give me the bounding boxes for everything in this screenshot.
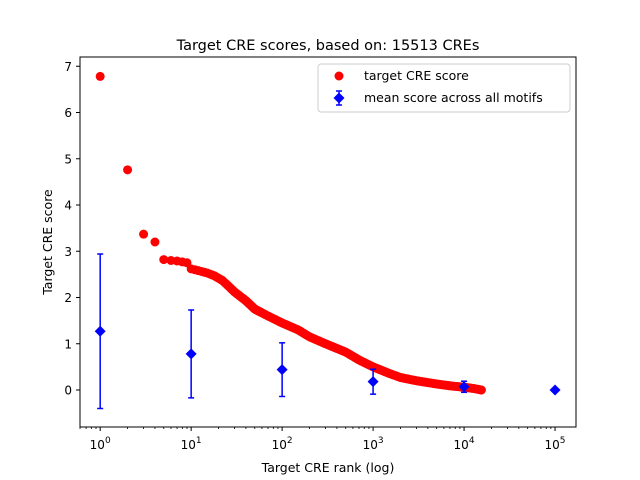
y-tick-label: 5 [64,152,72,166]
legend: target CRE score mean score across all m… [317,63,571,113]
score-point [123,165,133,175]
mean-score-point [367,376,379,388]
legend-label-mean-score: mean score across all motifs [364,90,543,105]
y-tick-label: 0 [64,384,72,398]
y-tick-label: 1 [64,337,72,351]
mean-score-point [94,325,106,337]
y-tick-label: 7 [64,60,72,74]
chart-title: Target CRE scores, based on: 15513 CREs [176,38,480,54]
y-tick-label: 6 [64,106,72,120]
target-score-series [95,71,486,395]
legend-label-target-score: target CRE score [364,68,469,83]
plot-frame [79,56,577,428]
mean-score-point [185,348,197,360]
mean-score-series [94,253,561,410]
y-tick-label: 4 [64,199,72,213]
legend-marker-mean-score [333,92,345,104]
score-point [150,237,160,247]
y-tick-label: 2 [64,291,72,305]
legend-box [317,63,571,113]
y-tick-label: 3 [64,245,72,259]
legend-marker-target-score [334,71,344,81]
score-point [139,229,149,239]
score-point [159,255,169,265]
score-point [476,385,486,395]
x-axis-label: Target CRE rank (log) [261,460,395,475]
mean-score-point [458,381,470,393]
mean-score-point [549,384,561,396]
plot-area [80,57,576,427]
y-axis-ticks: 0 1 2 3 4 5 6 7 [64,60,80,398]
mean-score-point [276,364,288,376]
score-point [95,71,105,81]
y-axis-label: Target CRE score [40,189,55,296]
